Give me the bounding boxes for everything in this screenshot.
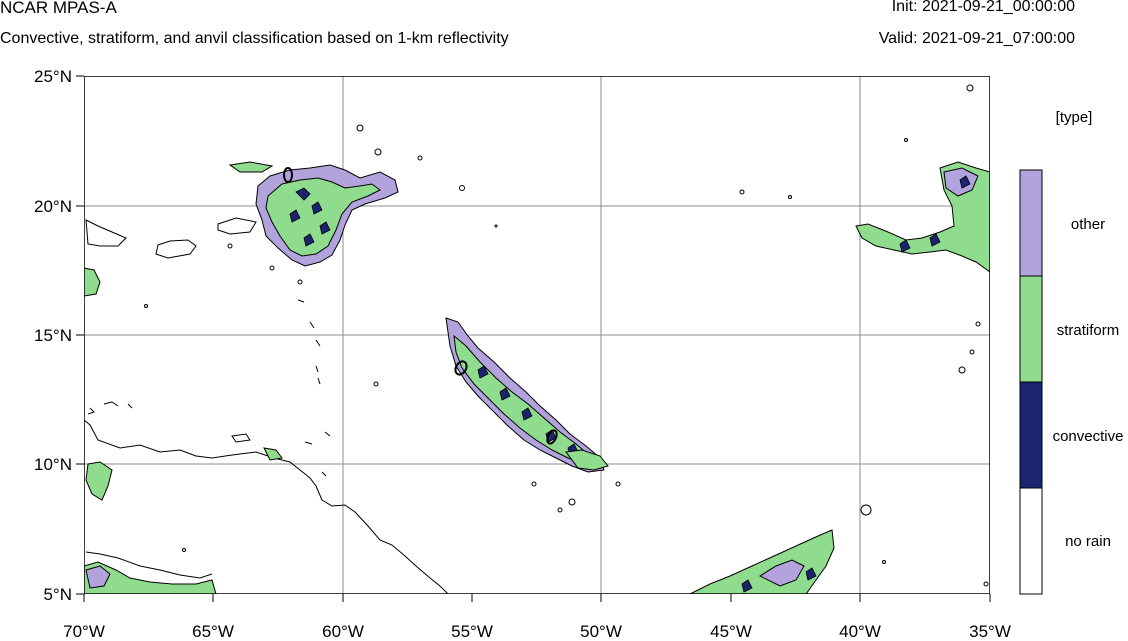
lon-label-55w: 55°W bbox=[451, 622, 493, 641]
eye-marker-central-2 bbox=[546, 429, 558, 445]
lat-label-15n: 15°N bbox=[34, 326, 72, 345]
lat-label-25n: 25°N bbox=[34, 67, 72, 86]
precip-regions bbox=[84, 84, 990, 594]
legend-label-stratiform: stratiform bbox=[1057, 322, 1120, 339]
edge-cluster-west-2 bbox=[85, 461, 113, 501]
eye-marker-central-1 bbox=[454, 360, 468, 376]
legend-swatch-no-rain bbox=[1019, 487, 1043, 595]
convective-cells-southeast bbox=[741, 567, 817, 593]
lon-label-35w: 35°W bbox=[969, 622, 1011, 641]
scattered-cells bbox=[144, 84, 989, 587]
stratiform-band-central bbox=[453, 334, 591, 465]
edge-cluster-west-3 bbox=[263, 447, 283, 461]
eye-marker-north bbox=[283, 167, 293, 183]
edge-cluster-central-south bbox=[565, 449, 609, 471]
lat-label-5n: 5°N bbox=[43, 585, 72, 604]
anvil-patch-southeast bbox=[758, 559, 805, 587]
lat-label-10n: 10°N bbox=[34, 455, 72, 474]
convective-cells-central bbox=[477, 365, 579, 457]
gridlines bbox=[84, 76, 990, 594]
map-content bbox=[84, 76, 990, 594]
valid-time: Valid: 2021-09-21_07:00:00 bbox=[878, 30, 1075, 47]
convective-cells-north bbox=[289, 187, 331, 247]
lon-label-50w: 50°W bbox=[580, 622, 622, 641]
plot-subtitle: Convective, stratiform, and anvil classi… bbox=[0, 30, 509, 47]
lat-label-20n: 20°N bbox=[34, 197, 72, 216]
lon-label-70w: 70°W bbox=[63, 622, 105, 641]
legend-title: [type] bbox=[1056, 109, 1093, 126]
anvil-patch-north-west bbox=[228, 161, 274, 173]
convective-cells-northeast bbox=[899, 175, 971, 253]
lon-label-65w: 65°W bbox=[192, 622, 234, 641]
legend-swatch-convective bbox=[1019, 381, 1043, 489]
edge-cluster-west-1 bbox=[84, 267, 101, 297]
anvil-band-central bbox=[445, 317, 605, 473]
anvil-region-southwest bbox=[84, 561, 217, 594]
legend-label-no-rain: no rain bbox=[1065, 533, 1111, 550]
legend-label-convective: convective bbox=[1053, 428, 1124, 445]
anvil-region-southeast bbox=[689, 529, 835, 594]
anvil-outline-north bbox=[217, 217, 257, 235]
stratiform-region-north bbox=[265, 177, 381, 257]
longitude-labels: 70°W 65°W 60°W 55°W 50°W 45°W 40°W 35°W bbox=[63, 622, 1011, 641]
coastlines bbox=[84, 219, 449, 594]
model-title: NCAR MPAS-A bbox=[0, 0, 117, 17]
legend: [type] other stratiform convective no ra… bbox=[1019, 109, 1124, 595]
legend-swatch-other bbox=[1019, 169, 1043, 277]
anvil-patch-southwest bbox=[85, 565, 111, 589]
latitude-labels: 25°N 20°N 15°N 10°N 5°N bbox=[34, 67, 72, 604]
lon-label-40w: 40°W bbox=[839, 622, 881, 641]
init-time: Init: 2021-09-21_00:00:00 bbox=[891, 0, 1075, 15]
legend-swatch-stratiform bbox=[1019, 275, 1043, 383]
lon-label-45w: 45°W bbox=[710, 622, 752, 641]
tick-marks bbox=[76, 75, 991, 602]
legend-label-other: other bbox=[1071, 216, 1105, 233]
lon-label-60w: 60°W bbox=[322, 622, 364, 641]
